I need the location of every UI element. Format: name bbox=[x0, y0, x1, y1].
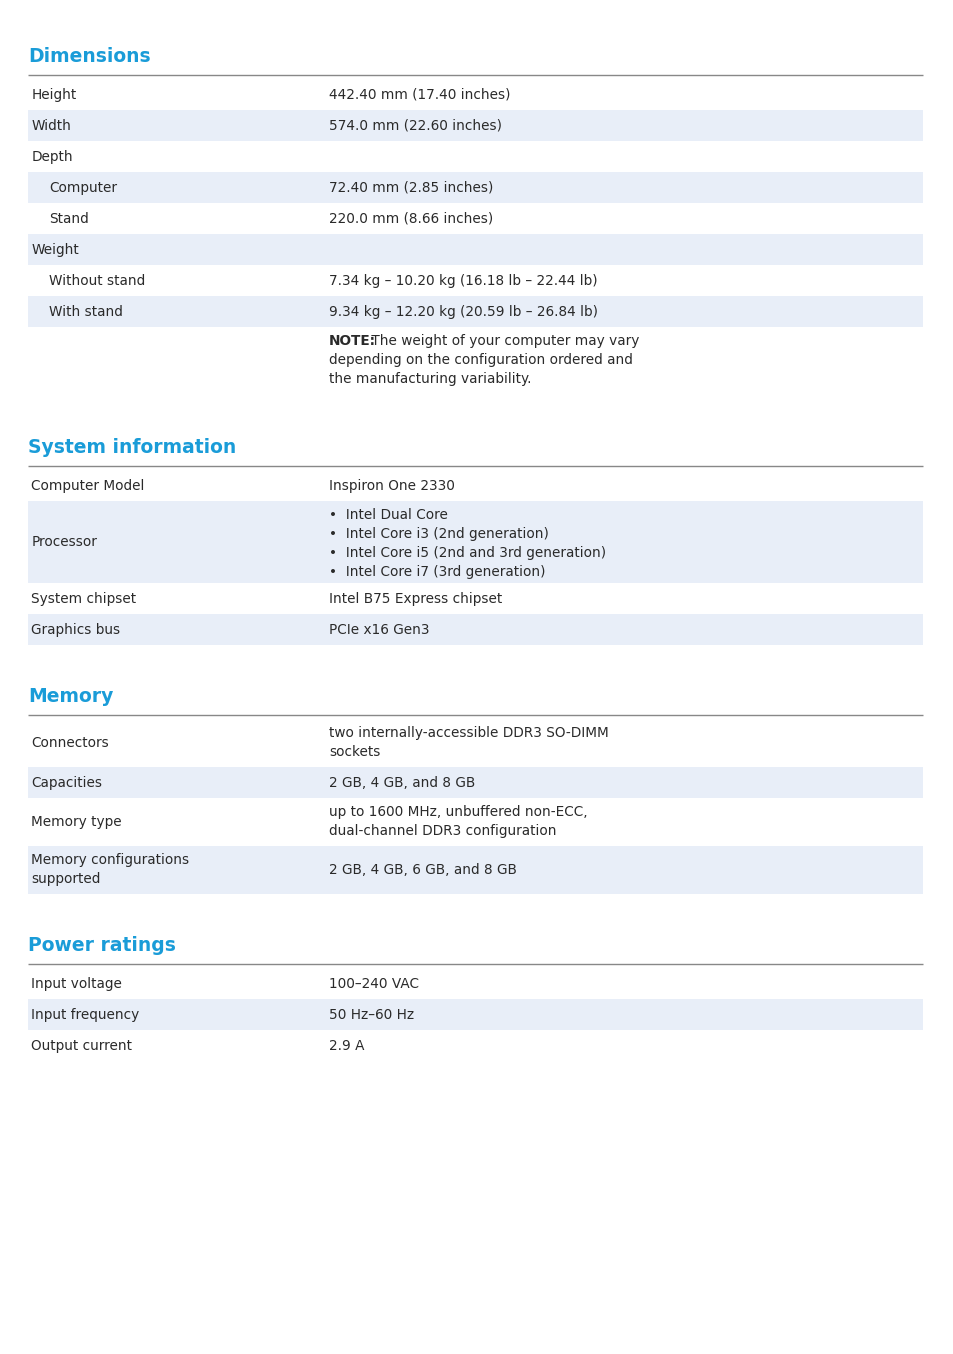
Text: Computer: Computer bbox=[50, 181, 117, 195]
FancyBboxPatch shape bbox=[29, 265, 922, 297]
Text: Weight: Weight bbox=[31, 242, 79, 257]
Text: Memory configurations
supported: Memory configurations supported bbox=[31, 853, 190, 887]
Text: Processor: Processor bbox=[31, 535, 97, 550]
Text: Graphics bus: Graphics bus bbox=[31, 623, 120, 636]
FancyBboxPatch shape bbox=[29, 234, 922, 265]
Text: Input voltage: Input voltage bbox=[31, 976, 122, 991]
Text: PCIe x16 Gen3: PCIe x16 Gen3 bbox=[329, 623, 429, 636]
Text: Power ratings: Power ratings bbox=[29, 937, 176, 956]
Text: Dimensions: Dimensions bbox=[29, 47, 151, 66]
FancyBboxPatch shape bbox=[29, 719, 922, 768]
Text: Input frequency: Input frequency bbox=[31, 1007, 139, 1022]
FancyBboxPatch shape bbox=[29, 80, 922, 111]
Text: System chipset: System chipset bbox=[31, 592, 136, 605]
Text: 2 GB, 4 GB, 6 GB, and 8 GB: 2 GB, 4 GB, 6 GB, and 8 GB bbox=[329, 864, 517, 877]
Text: 574.0 mm (22.60 inches): 574.0 mm (22.60 inches) bbox=[329, 119, 501, 133]
FancyBboxPatch shape bbox=[29, 501, 922, 584]
FancyBboxPatch shape bbox=[29, 297, 922, 328]
Text: Connectors: Connectors bbox=[31, 737, 109, 750]
FancyBboxPatch shape bbox=[29, 799, 922, 846]
Text: Memory: Memory bbox=[29, 688, 113, 707]
Text: two internally-accessible DDR3 SO-DIMM
sockets: two internally-accessible DDR3 SO-DIMM s… bbox=[329, 726, 608, 760]
Text: Without stand: Without stand bbox=[50, 274, 146, 288]
Text: Intel B75 Express chipset: Intel B75 Express chipset bbox=[329, 592, 502, 605]
Text: Memory type: Memory type bbox=[31, 815, 122, 830]
Text: 72.40 mm (2.85 inches): 72.40 mm (2.85 inches) bbox=[329, 181, 493, 195]
Text: Stand: Stand bbox=[50, 211, 90, 226]
FancyBboxPatch shape bbox=[29, 968, 922, 999]
Text: NOTE:: NOTE: bbox=[329, 334, 375, 348]
FancyBboxPatch shape bbox=[29, 768, 922, 799]
Text: 442.40 mm (17.40 inches): 442.40 mm (17.40 inches) bbox=[329, 88, 510, 102]
Text: 7.34 kg – 10.20 kg (16.18 lb – 22.44 lb): 7.34 kg – 10.20 kg (16.18 lb – 22.44 lb) bbox=[329, 274, 598, 288]
Text: Width: Width bbox=[31, 119, 71, 133]
FancyBboxPatch shape bbox=[29, 846, 922, 895]
Text: Depth: Depth bbox=[31, 150, 73, 164]
Text: 2.9 A: 2.9 A bbox=[329, 1039, 364, 1053]
Text: up to 1600 MHz, unbuffered non-ECC,
dual-channel DDR3 configuration: up to 1600 MHz, unbuffered non-ECC, dual… bbox=[329, 806, 587, 838]
FancyBboxPatch shape bbox=[29, 328, 922, 397]
FancyBboxPatch shape bbox=[29, 1030, 922, 1062]
FancyBboxPatch shape bbox=[29, 584, 922, 615]
Text: Computer Model: Computer Model bbox=[31, 479, 145, 493]
Text: Output current: Output current bbox=[31, 1039, 132, 1053]
Text: 9.34 kg – 12.20 kg (20.59 lb – 26.84 lb): 9.34 kg – 12.20 kg (20.59 lb – 26.84 lb) bbox=[329, 305, 598, 320]
Text: 100–240 VAC: 100–240 VAC bbox=[329, 976, 418, 991]
Text: With stand: With stand bbox=[50, 305, 123, 320]
FancyBboxPatch shape bbox=[29, 172, 922, 203]
Text: 2 GB, 4 GB, and 8 GB: 2 GB, 4 GB, and 8 GB bbox=[329, 776, 475, 789]
Text: Inspiron One 2330: Inspiron One 2330 bbox=[329, 479, 455, 493]
FancyBboxPatch shape bbox=[29, 203, 922, 234]
Text: System information: System information bbox=[29, 439, 236, 458]
Text: Capacities: Capacities bbox=[31, 776, 102, 789]
FancyBboxPatch shape bbox=[29, 615, 922, 646]
FancyBboxPatch shape bbox=[29, 999, 922, 1030]
Text: 220.0 mm (8.66 inches): 220.0 mm (8.66 inches) bbox=[329, 211, 493, 226]
Text: 50 Hz–60 Hz: 50 Hz–60 Hz bbox=[329, 1007, 414, 1022]
Text: depending on the configuration ordered and
the manufacturing variability.: depending on the configuration ordered a… bbox=[329, 353, 633, 386]
Text: •  Intel Dual Core
•  Intel Core i3 (2nd generation)
•  Intel Core i5 (2nd and 3: • Intel Dual Core • Intel Core i3 (2nd g… bbox=[329, 508, 605, 580]
FancyBboxPatch shape bbox=[29, 111, 922, 141]
Text: Height: Height bbox=[31, 88, 76, 102]
Text: The weight of your computer may vary: The weight of your computer may vary bbox=[367, 334, 639, 348]
FancyBboxPatch shape bbox=[29, 470, 922, 501]
FancyBboxPatch shape bbox=[29, 141, 922, 172]
